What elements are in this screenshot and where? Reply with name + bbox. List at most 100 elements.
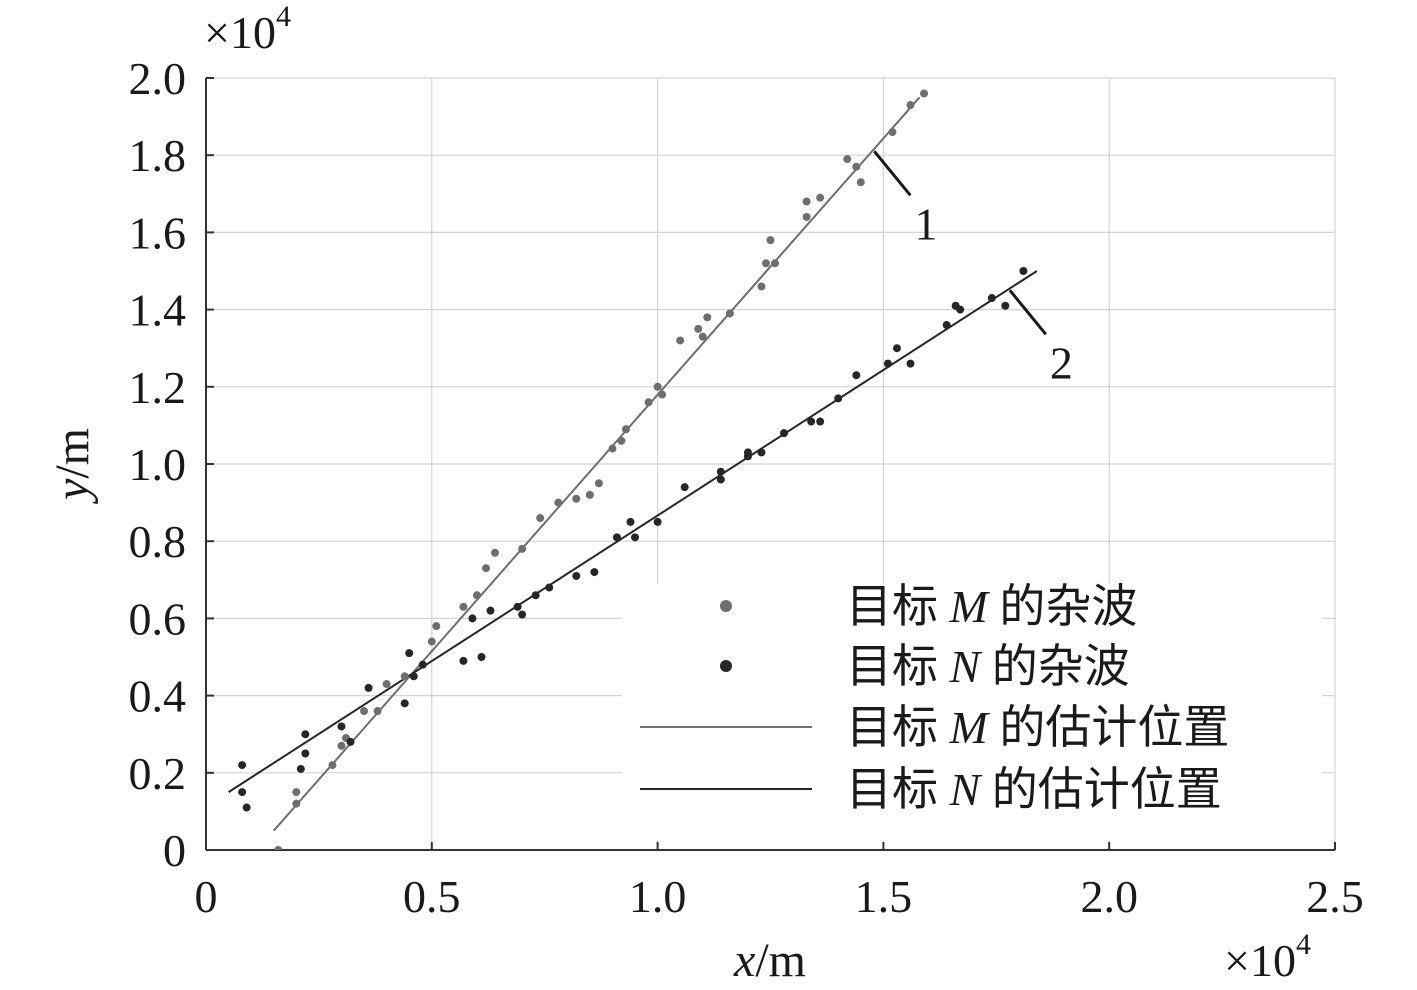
series-2-point [906,359,915,368]
legend-item-4-label: 目标 N 的估计位置 [846,764,1222,815]
y-tick-label: 1.0 [129,439,187,490]
series-3-fit-line [272,96,921,832]
x-axis-var: x [733,934,755,987]
legend-item-1-marker [720,600,732,612]
series-2-point [1019,267,1028,275]
series-1-point [698,332,707,341]
series-1-point [906,101,915,110]
series-2-point [513,602,522,611]
series-2-point [400,699,409,708]
legend-item-4-label-var: N [949,764,983,815]
series-1-point [843,155,852,164]
plot-frame [205,77,1336,851]
legend-item-2-label-var: N [949,641,983,692]
grid [205,77,1336,851]
x-axis-label: x/m [733,934,806,987]
y-tick-label: 1.4 [129,285,187,336]
series-1-point [292,788,301,797]
y-axis-unit: /m [46,428,99,479]
series-1-point [400,672,409,681]
y-tick-label: 1.6 [129,207,187,258]
series-2-point [716,475,725,484]
series-1-point [888,128,897,137]
y-axis-var: y [46,478,99,505]
series-2-point [716,467,725,476]
series-1-point [328,761,337,770]
callout-2-leader [1008,289,1048,336]
x-tick-label: 1.5 [855,871,913,922]
x-axis-multiplier: ×104 [1224,928,1311,986]
series-1-point [621,425,630,434]
series-1-point [518,544,527,553]
series-1-point [771,259,780,268]
series-2-point [238,788,247,797]
legend-item-1-label-suffix: 的杂波 [988,581,1138,632]
series-1-point [694,324,703,333]
series-2-point [816,417,825,426]
legend-item-2-label-prefix: 目标 [846,641,950,692]
legend-item-4-label-prefix: 目标 [846,764,950,815]
series-2-point [242,803,251,812]
series-2-point [852,371,861,380]
y-tick-label: 1.2 [129,362,187,413]
y-axis-multiplier: ×104 [204,0,291,58]
callout-1-leader [873,150,912,197]
callouts: 12 [873,150,1073,388]
y-tick-label: 1.8 [129,130,187,181]
series-2-point [337,722,346,731]
legend-item-1-label: 目标 M 的杂波 [846,581,1137,632]
x-tick-label: 2.5 [1306,871,1364,922]
legend-item-4-label-suffix: 的估计位置 [980,764,1222,815]
series-2-point [572,571,581,580]
series-1-point [766,236,775,245]
legend-item-2-label-suffix: 的杂波 [980,641,1130,692]
x-tick-label: 0.5 [403,871,461,922]
series-1-point [856,178,865,187]
series-1-point [608,444,617,453]
y-tick-label: 0.8 [129,516,187,567]
x-multiplier-exponent: 4 [1296,928,1311,961]
series-1-point [337,741,346,750]
series-2-point [1001,301,1010,310]
series-1-point [554,498,563,507]
series-1-point [761,259,770,268]
series-2-point [545,583,554,592]
series-2-point [834,394,843,403]
y-tick-label: 0 [163,825,186,876]
series-2-point [364,683,373,692]
series-1-point [481,564,490,573]
series-2-point [346,737,355,746]
series-2-point [680,483,689,492]
series-2-point [301,749,310,758]
series-2-point [418,660,427,669]
series-1-point [472,591,481,600]
series-1-point [658,390,667,399]
series-1-point [920,89,929,98]
series-1-point [585,490,594,499]
series-1-point [274,846,283,850]
plot-area [228,89,1038,850]
legend-item-3-label-suffix: 的估计位置 [988,702,1230,753]
series-2-point [518,610,527,619]
x-tick-label: 0 [195,871,218,922]
legend-item-3-label-var: M [949,702,991,753]
series-2-point [956,305,965,314]
series-1-point [703,313,712,322]
series-2-point [531,591,540,600]
series-2-point [807,417,816,426]
x-multiplier-base: ×10 [1224,935,1296,986]
series-2-point [743,448,752,457]
x-tick-label: 2.0 [1080,871,1138,922]
series-1-point [360,707,369,716]
x-axis-unit: /m [755,934,806,987]
series-1-point [653,382,662,391]
series-2-point [477,653,486,661]
callout-2-label: 2 [1050,337,1073,388]
legend-item-2-marker [720,660,732,672]
series-1-point [382,680,391,689]
series-1-point [491,548,500,557]
legend-item-3-label: 目标 M 的估计位置 [846,702,1229,753]
series-2-point [780,429,789,438]
